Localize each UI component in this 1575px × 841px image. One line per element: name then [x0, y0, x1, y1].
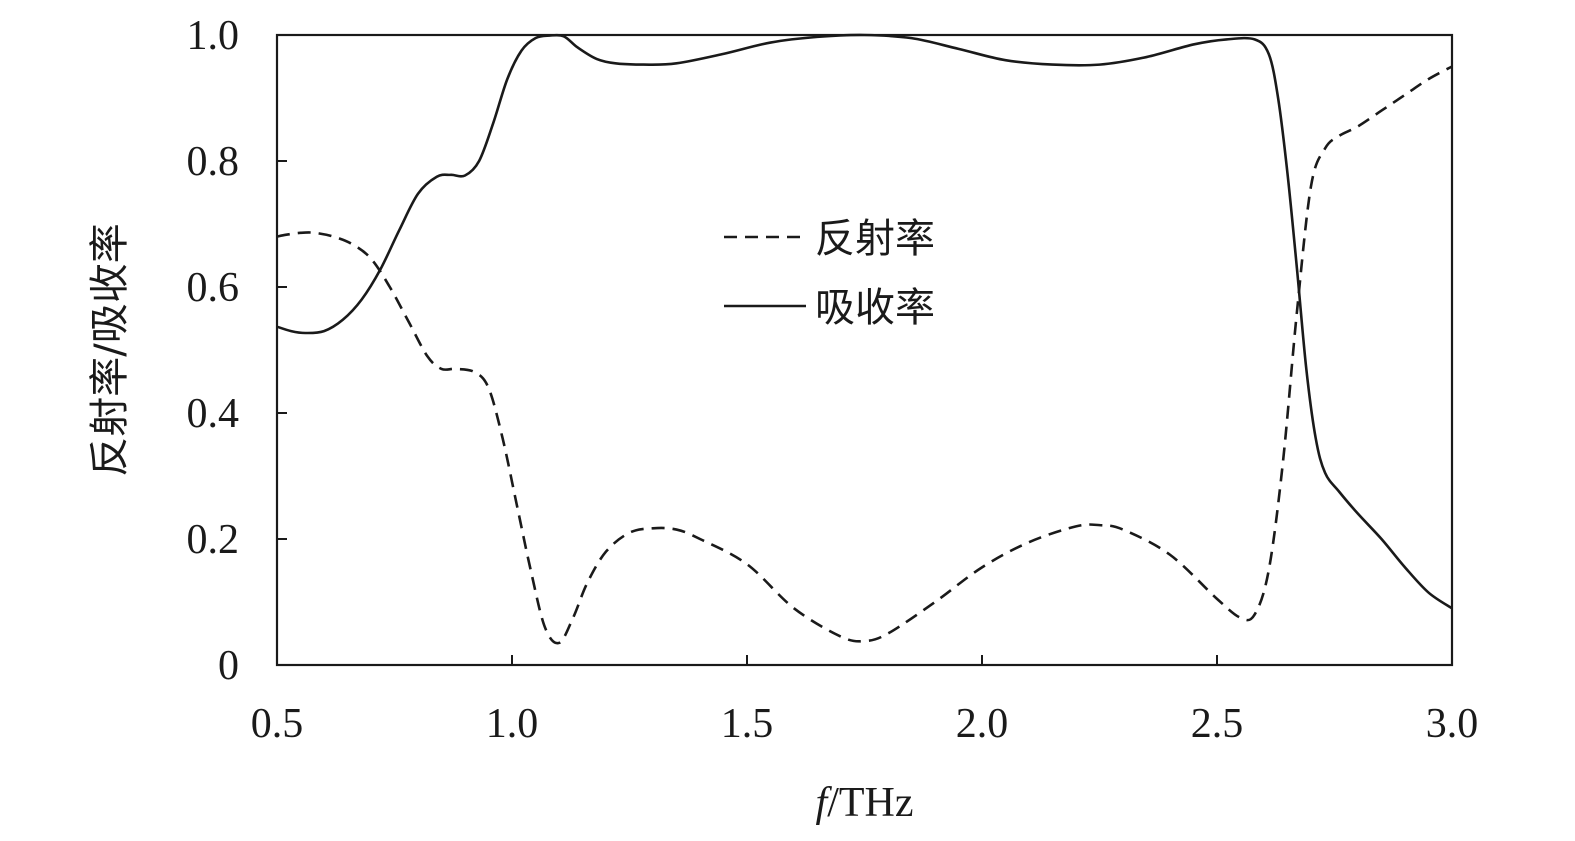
- x-axis-ticks: 0.5 1.0 1.5 2.0 2.5 3.0: [251, 655, 1479, 747]
- y-tick-label: 1.0: [187, 13, 240, 59]
- x-axis-title: f/THz: [816, 780, 914, 826]
- x-tick-label: 2.5: [1191, 701, 1244, 747]
- y-axis-title: 反射率/吸收率: [87, 223, 133, 476]
- x-axis-title-unit: /THz: [827, 780, 913, 826]
- series-layer: [276, 33, 1453, 645]
- legend-label-2: 吸收率: [815, 285, 935, 331]
- series-line-1: [276, 65, 1453, 645]
- y-axis-ticks: 0 0.2 0.4 0.6 0.8 1.0: [187, 13, 287, 689]
- x-tick-label: 1.5: [721, 701, 774, 747]
- x-tick-label: 2.0: [956, 701, 1009, 747]
- x-tick-label: 0.5: [251, 701, 304, 747]
- plot-border: [275, 33, 1454, 667]
- x-tick-label: 1.0: [486, 701, 539, 747]
- y-tick-label: 0.8: [187, 139, 240, 185]
- plot-frame: [275, 33, 1454, 667]
- x-tick-label: 3.0: [1426, 701, 1479, 747]
- y-tick-label: 0: [218, 643, 239, 689]
- y-tick-label: 0.2: [187, 517, 240, 563]
- legend-label-1: 反射率: [815, 216, 935, 262]
- y-tick-label: 0.4: [187, 391, 240, 437]
- series-line-2: [276, 33, 1453, 610]
- y-tick-label: 0.6: [187, 265, 240, 311]
